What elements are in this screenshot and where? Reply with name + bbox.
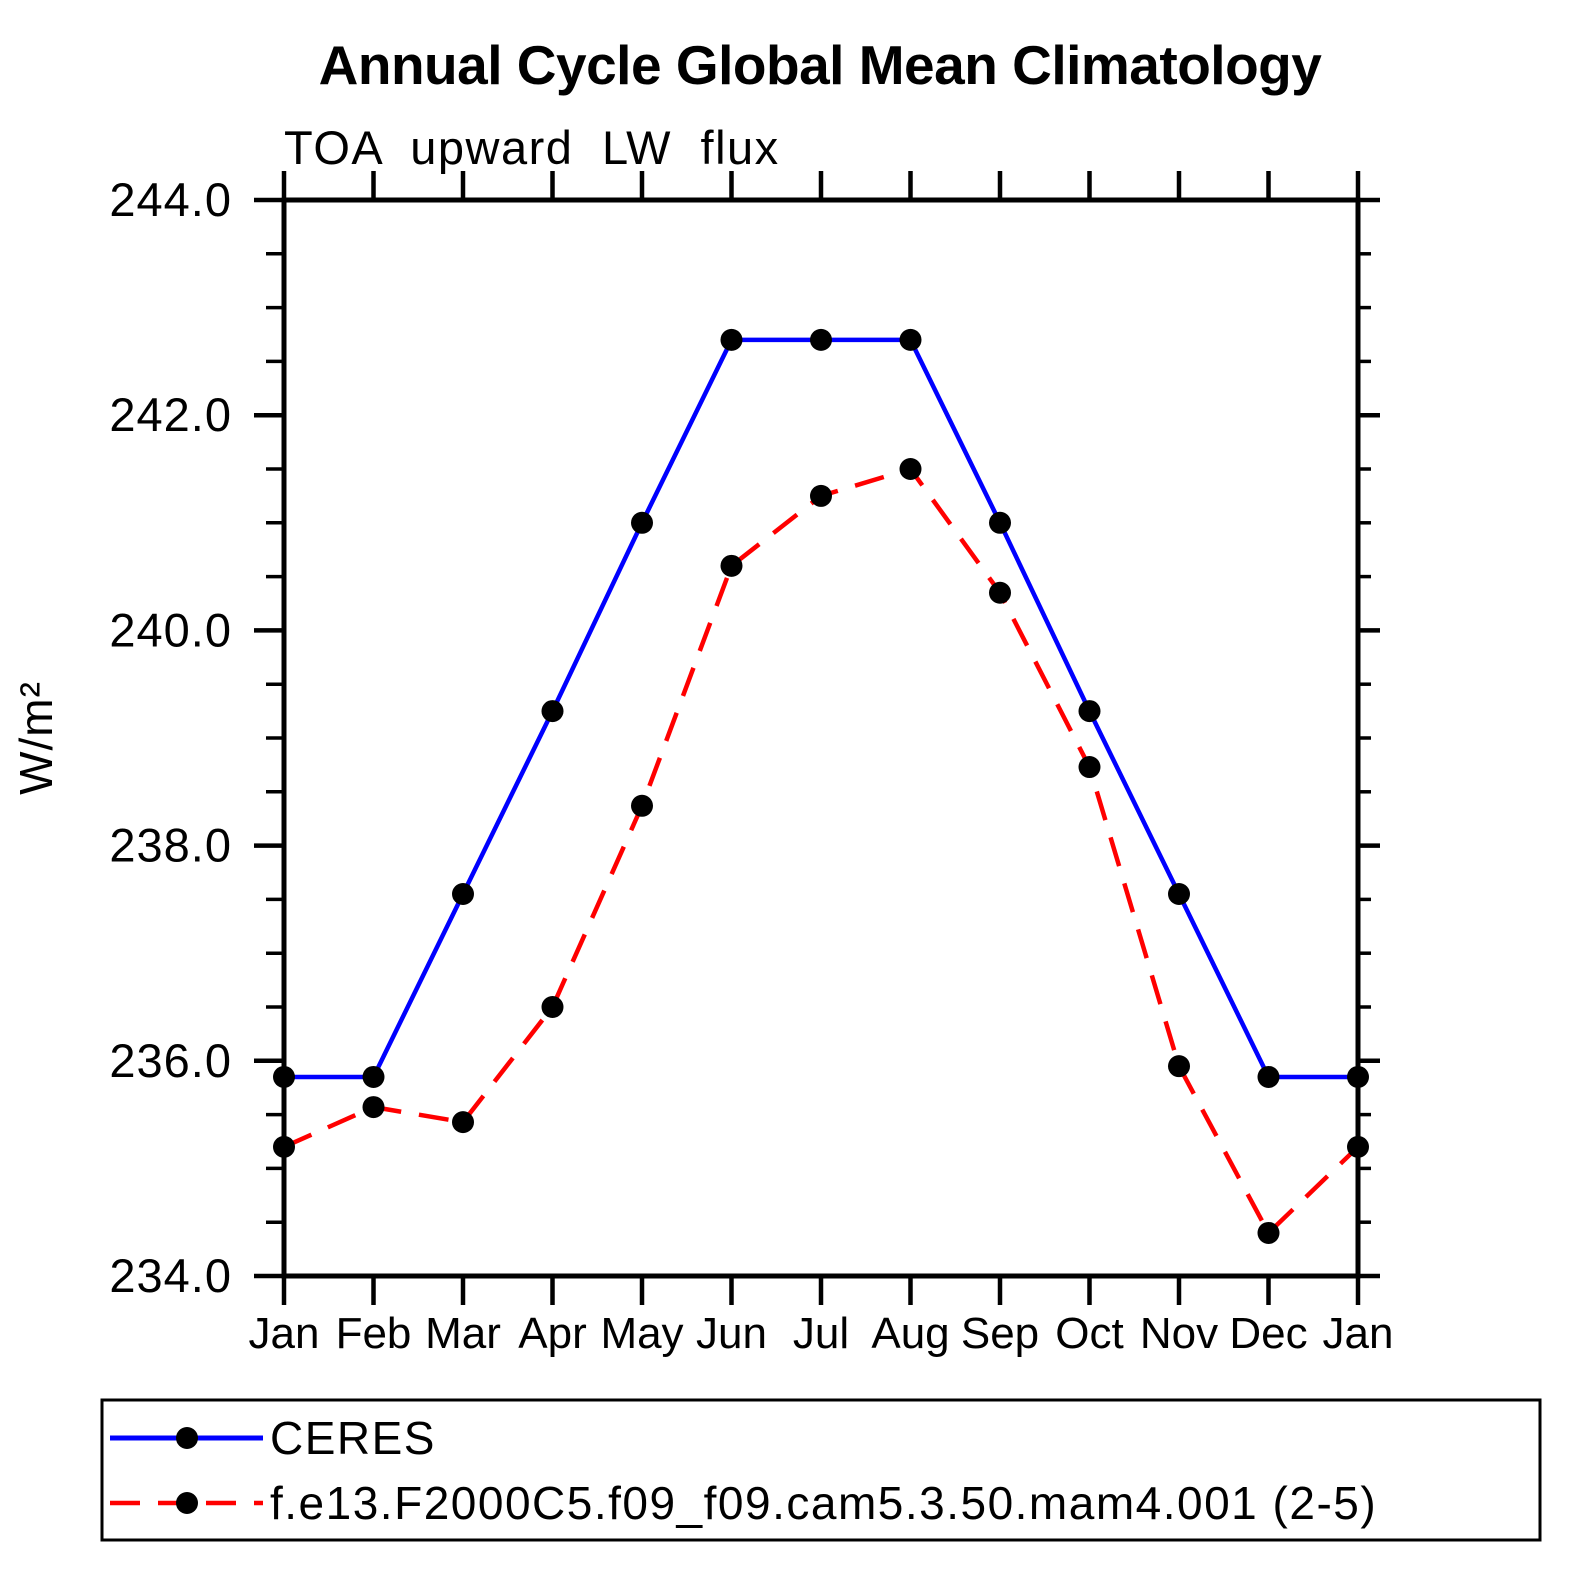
x-tick-label: Jun	[696, 1309, 767, 1358]
plot-area: 234.0 236.0 238.0 240.0 242.0 244.0 Jan Feb Mar A…	[109, 171, 1393, 1358]
data-point-marker	[1168, 883, 1190, 906]
data-point-marker	[273, 1135, 295, 1158]
y-tick-label: 242.0	[109, 388, 232, 441]
data-point-marker	[1078, 756, 1101, 779]
data-point-marker	[452, 883, 474, 906]
y-tick-label: 240.0	[109, 603, 232, 656]
x-tick-label: Sep	[961, 1309, 1039, 1358]
x-tick-label: Apr	[518, 1309, 586, 1358]
x-tick-label: Mar	[425, 1309, 501, 1358]
legend: CERES f.e13.F2000C5.f09_f09.cam5.3.50.ma…	[100, 1398, 1542, 1542]
data-point-marker	[899, 458, 922, 480]
legend-marker-model-icon	[176, 1492, 198, 1514]
data-point-marker	[362, 1065, 385, 1088]
data-point-marker	[362, 1096, 385, 1119]
x-tick-label: Aug	[871, 1309, 949, 1358]
data-point-marker	[541, 700, 564, 723]
data-point-marker	[631, 511, 653, 534]
data-point-marker	[810, 328, 832, 351]
y-tick-label: 244.0	[109, 173, 232, 226]
data-point-marker	[720, 554, 743, 577]
series-line-0	[284, 337, 1358, 1080]
data-point-marker	[989, 511, 1011, 534]
legend-label-ceres: CERES	[270, 1412, 436, 1464]
data-point-marker	[989, 581, 1011, 604]
x-tick-label: May	[600, 1309, 683, 1358]
data-point-marker	[273, 1065, 295, 1088]
data-point-marker	[1168, 1055, 1190, 1078]
x-tick-label: Jan	[1323, 1309, 1394, 1358]
data-point-marker	[541, 996, 564, 1018]
data-point-marker	[1257, 1221, 1280, 1244]
data-point-marker	[631, 794, 653, 817]
y-tick-label: 234.0	[109, 1249, 232, 1302]
y-axis-label: W/m²	[10, 681, 62, 795]
data-point-marker	[720, 328, 743, 351]
data-point-marker	[810, 484, 832, 507]
series-line-1	[283, 466, 1360, 1237]
data-point-marker	[1078, 700, 1101, 723]
data-point-marker	[1257, 1065, 1280, 1088]
data-point-marker	[1347, 1135, 1369, 1158]
x-tick-label: Dec	[1229, 1309, 1307, 1358]
legend-label-model: f.e13.F2000C5.f09_f09.cam5.3.50.mam4.001…	[270, 1477, 1377, 1529]
y-tick-label: 238.0	[109, 819, 232, 872]
y-tick-label: 236.0	[109, 1034, 232, 1087]
x-tick-label: Jul	[793, 1309, 849, 1358]
x-tick-label: Feb	[336, 1309, 412, 1358]
chart-title: Annual Cycle Global Mean Climatology	[319, 34, 1323, 96]
data-point-marker	[899, 328, 922, 351]
data-point-marker	[452, 1111, 474, 1134]
x-tick-label: Jan	[249, 1309, 320, 1358]
chart-subtitle: TOA upward LW flux	[284, 121, 780, 174]
x-tick-label: Nov	[1140, 1309, 1218, 1358]
legend-box	[100, 1398, 1542, 1542]
plot-frame	[281, 197, 1361, 1279]
x-tick-label: Oct	[1055, 1309, 1123, 1358]
data-point-marker	[1347, 1065, 1369, 1088]
legend-marker-ceres-icon	[176, 1427, 198, 1449]
